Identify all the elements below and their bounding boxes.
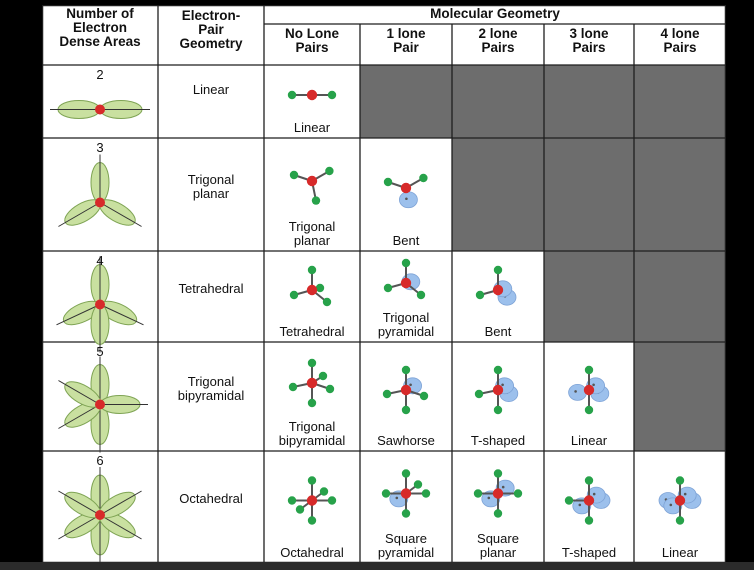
molecule-model bbox=[289, 265, 332, 307]
molecule-model bbox=[288, 358, 335, 408]
molecular-geometry-label: Bent bbox=[392, 233, 420, 248]
central-atom bbox=[95, 399, 105, 410]
electron-lobe bbox=[90, 154, 110, 203]
electron-count-label: 5 bbox=[96, 344, 104, 359]
header-no-lone-pairs: No Lone Pairs bbox=[285, 26, 339, 55]
molecule-model bbox=[474, 365, 519, 415]
electron-lobe bbox=[99, 300, 144, 326]
molecular-geometry-label: Tetrahedral bbox=[279, 324, 345, 339]
electron-lobe bbox=[99, 395, 148, 414]
electron-lobe bbox=[58, 199, 102, 227]
molecule-model bbox=[383, 173, 428, 209]
bottom-border bbox=[0, 562, 754, 570]
molecule-model bbox=[382, 365, 429, 415]
molecular-geometry-label: Square pyramidal bbox=[377, 531, 435, 560]
molecular-geometry-label: Square planar bbox=[477, 531, 519, 560]
molecular-geometry-label: Linear bbox=[293, 120, 331, 135]
molecule-model bbox=[564, 476, 611, 525]
empty-gray-cell bbox=[634, 138, 726, 251]
header-molecular-geometry: Molecular Geometry bbox=[430, 6, 560, 21]
empty-gray-cell bbox=[544, 251, 634, 342]
table-grid bbox=[42, 5, 726, 563]
electron-pair-geometry-label: Octahedral bbox=[179, 491, 243, 506]
molecular-geometry-label: T-shaped bbox=[561, 545, 617, 560]
molecule-model bbox=[568, 365, 610, 415]
molecule-model bbox=[658, 476, 702, 525]
electron-count-label: 6 bbox=[96, 453, 104, 468]
empty-gray-cell bbox=[360, 65, 452, 138]
molecular-geometry-label: Sawhorse bbox=[377, 433, 435, 448]
electron-pair-geometry-label: Linear bbox=[192, 82, 230, 97]
molecule-model bbox=[287, 89, 337, 101]
empty-gray-cell bbox=[452, 138, 544, 251]
molecule-model bbox=[383, 258, 426, 300]
central-atom bbox=[95, 197, 105, 208]
electron-count-label: 2 bbox=[96, 67, 104, 82]
electron-pair-geometry-label: Trigonal planar bbox=[187, 171, 235, 201]
molecule-model bbox=[289, 166, 334, 205]
electron-lobe bbox=[99, 100, 150, 119]
header-electron-dense-areas: Number of Electron Dense Areas bbox=[59, 6, 141, 49]
empty-gray-cell bbox=[452, 65, 544, 138]
header-1-lone-pair: 1 lone Pair bbox=[386, 26, 426, 55]
electron-lobe bbox=[90, 304, 110, 353]
header-4-lone-pairs: 4 lone Pairs bbox=[660, 26, 700, 55]
molecular-geometry-label: Bent bbox=[484, 324, 512, 339]
central-atom bbox=[95, 510, 105, 520]
molecular-geometry-label: Trigonal pyramidal bbox=[377, 310, 435, 339]
molecular-geometry-label: Octahedral bbox=[280, 545, 344, 560]
electron-count-label: 3 bbox=[96, 140, 104, 155]
molecular-geometry-label: T-shaped bbox=[470, 433, 526, 448]
electron-lobe bbox=[50, 100, 101, 119]
central-atom bbox=[95, 299, 105, 310]
empty-gray-cell bbox=[634, 65, 726, 138]
electron-count-label: 4 bbox=[96, 253, 104, 268]
empty-gray-cell bbox=[634, 251, 726, 342]
electron-pair-geometry-label: Trigonal bipyramidal bbox=[177, 373, 245, 403]
molecular-geometry-label: Trigonal planar bbox=[288, 219, 336, 248]
molecular-geometry-label: Linear bbox=[661, 545, 699, 560]
empty-gray-cell bbox=[544, 65, 634, 138]
header-electron-pair-geometry: Electron- Pair Geometry bbox=[179, 8, 243, 51]
electron-pair-geometry-label: Tetrahedral bbox=[178, 280, 244, 296]
header-3-lone-pairs: 3 lone Pairs bbox=[569, 26, 609, 55]
molecule-model bbox=[475, 265, 517, 306]
molecule-model bbox=[381, 469, 431, 518]
molecule-model bbox=[473, 469, 523, 518]
central-atom bbox=[95, 104, 105, 115]
empty-gray-cell bbox=[544, 138, 634, 251]
empty-gray-cell bbox=[634, 342, 726, 451]
molecular-geometry-label: Trigonal bipyramidal bbox=[278, 419, 346, 448]
molecule-model bbox=[287, 476, 337, 525]
vsepr-table: Number of Electron Dense Areas Electron-… bbox=[42, 5, 726, 563]
header-2-lone-pairs: 2 lone Pairs bbox=[478, 26, 518, 55]
molecular-geometry-label: Linear bbox=[570, 433, 608, 448]
